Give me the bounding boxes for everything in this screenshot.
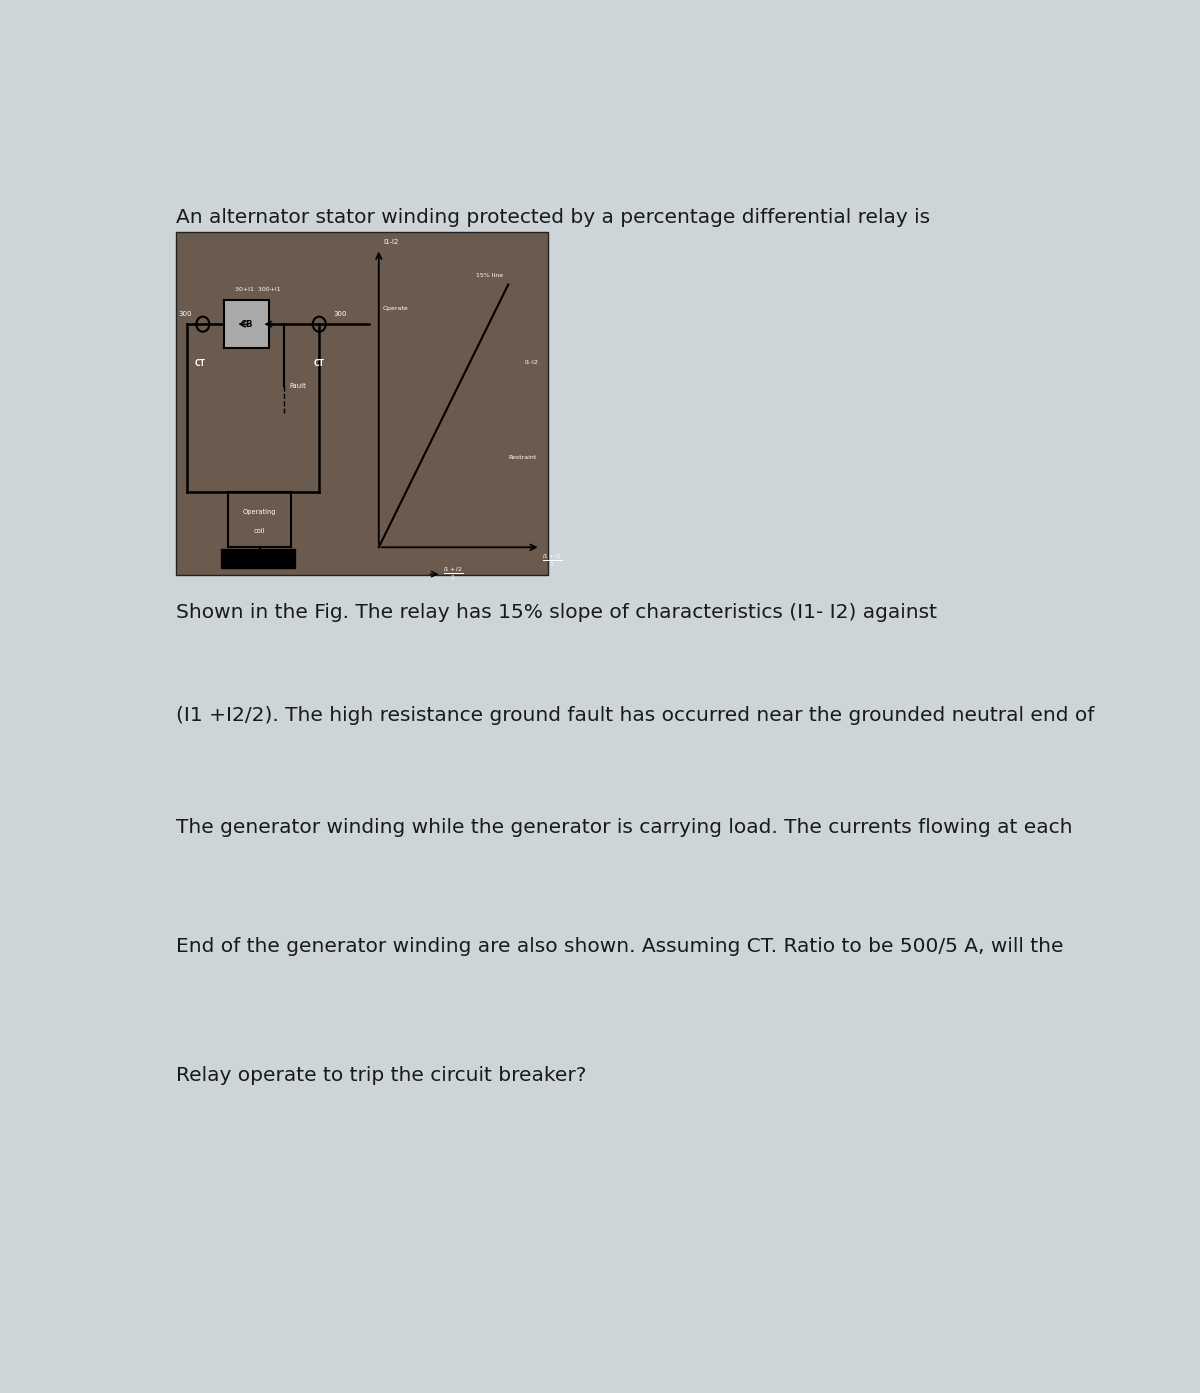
Text: The generator winding while the generator is carrying load. The currents flowing: The generator winding while the generato… — [176, 818, 1073, 837]
Text: Operating: Operating — [242, 508, 276, 514]
Text: $\frac{I1+I2}{2}$: $\frac{I1+I2}{2}$ — [542, 553, 563, 570]
Bar — [228, 492, 292, 547]
Text: CT: CT — [313, 358, 325, 368]
Text: (I1 +I2/2). The high resistance ground fault has occurred near the grounded neut: (I1 +I2/2). The high resistance ground f… — [176, 706, 1094, 724]
Text: coil: coil — [254, 528, 265, 534]
Text: $\frac{I1+I2}{2}$: $\frac{I1+I2}{2}$ — [443, 566, 463, 582]
Text: I1-I2: I1-I2 — [524, 359, 538, 365]
Text: Fault: Fault — [289, 383, 306, 389]
Text: 300: 300 — [332, 311, 347, 316]
Text: End of the generator winding are also shown. Assuming CT. Ratio to be 500/5 A, w: End of the generator winding are also sh… — [176, 937, 1063, 956]
Bar — [224, 299, 269, 348]
Text: Relay operate to trip the circuit breaker?: Relay operate to trip the circuit breake… — [176, 1066, 587, 1085]
Text: CT: CT — [194, 358, 205, 368]
Text: 30+I1  300+I1: 30+I1 300+I1 — [235, 287, 281, 293]
Text: Operate: Operate — [383, 306, 408, 311]
Text: Restraint: Restraint — [509, 456, 536, 460]
Text: 300: 300 — [179, 311, 192, 316]
Bar — [221, 549, 295, 568]
Text: CB: CB — [240, 319, 253, 329]
Text: 15% line: 15% line — [476, 273, 504, 279]
Text: I1-I2: I1-I2 — [384, 240, 398, 245]
Text: An alternator stator winding protected by a percentage differential relay is: An alternator stator winding protected b… — [176, 208, 930, 227]
Text: Shown in the Fig. The relay has 15% slope of characteristics (I1- I2) against: Shown in the Fig. The relay has 15% slop… — [176, 603, 937, 621]
Bar — [176, 231, 548, 575]
